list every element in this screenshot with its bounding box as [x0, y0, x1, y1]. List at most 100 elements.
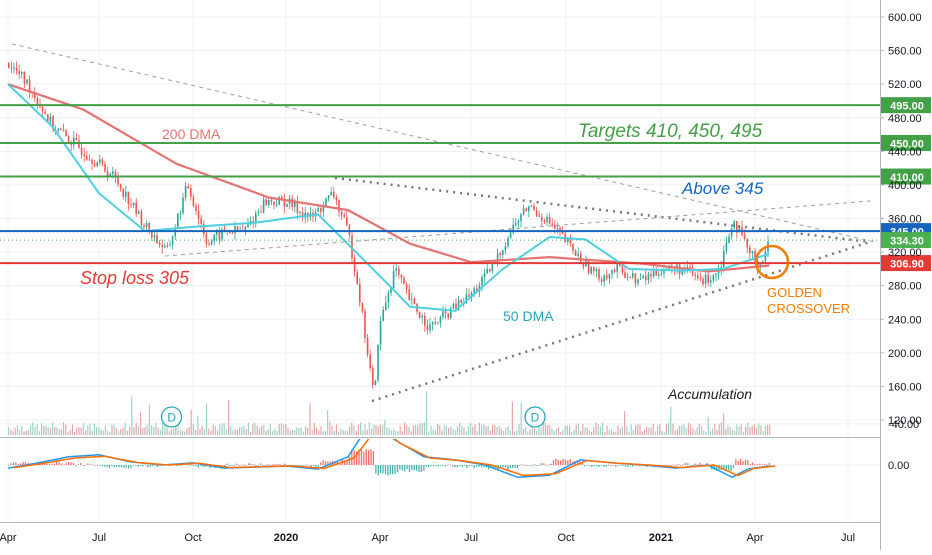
- indicator-histogram-bar: [425, 465, 427, 467]
- volume-bar: [342, 429, 344, 435]
- volume-bar: [122, 427, 124, 435]
- candle-body: [320, 208, 322, 212]
- indicator-histogram-bar: [118, 465, 120, 467]
- candle-body: [655, 270, 657, 276]
- volume-bar: [232, 430, 234, 435]
- x-tick-label: Jul: [92, 532, 106, 544]
- candle-body: [177, 213, 179, 228]
- volume-bar: [639, 424, 641, 435]
- price-candles: [8, 61, 769, 389]
- indicator-histogram-bar: [180, 464, 183, 466]
- price-level-label: 334.30: [890, 236, 924, 248]
- indicator-histogram-bar: [504, 465, 507, 468]
- volume-bar: [551, 428, 553, 435]
- candle-body: [395, 268, 397, 272]
- indicator-histogram-bar: [195, 465, 197, 467]
- volume-bar: [518, 424, 520, 435]
- candle-body: [372, 367, 374, 385]
- y-tick-label: 200.00: [888, 348, 922, 360]
- volume-bar: [353, 425, 355, 435]
- candle-body: [546, 216, 548, 223]
- volume-bar: [120, 428, 122, 435]
- volume-bar: [164, 423, 166, 435]
- volume-bar: [69, 429, 71, 435]
- volume-bar: [137, 425, 139, 435]
- candle-body: [608, 274, 611, 279]
- candle-body: [624, 272, 626, 278]
- candle-body: [647, 274, 650, 281]
- volume-bar: [300, 427, 302, 435]
- candle-body: [192, 196, 195, 206]
- volume-bar: [307, 427, 309, 435]
- volume-bar: [419, 422, 421, 435]
- candle-body: [145, 223, 148, 227]
- volume-bar: [140, 411, 142, 435]
- candle-body: [746, 239, 748, 248]
- volume-bars: [8, 391, 771, 435]
- volume-bar: [734, 430, 736, 435]
- volume-bar: [131, 396, 133, 435]
- volume-bar: [668, 422, 670, 435]
- indicator-histogram-bar: [406, 465, 408, 470]
- candle-body: [754, 250, 756, 262]
- volume-bar: [333, 431, 335, 435]
- candle-body: [533, 205, 535, 211]
- indicator-histogram-bar: [416, 465, 418, 471]
- candle-body: [509, 232, 512, 239]
- volume-bar: [96, 427, 98, 435]
- volume-bar: [749, 427, 751, 435]
- volume-bar: [377, 426, 379, 435]
- volume-bar: [274, 428, 276, 435]
- volume-bar: [16, 425, 18, 435]
- volume-bar: [456, 426, 458, 435]
- indicator-histogram-bar: [447, 464, 449, 466]
- indicator-histogram-bar: [80, 463, 82, 465]
- event-marker-circle: [160, 406, 183, 428]
- volume-bar: [54, 427, 56, 435]
- candle-body: [499, 253, 501, 255]
- indicator-histogram-bar: [555, 458, 557, 465]
- indicator-histogram-bar: [759, 463, 761, 465]
- candle-body: [639, 278, 642, 280]
- candle-body: [715, 273, 717, 276]
- price-level-label: 495.00: [890, 101, 924, 113]
- indicator-histogram-bar: [440, 465, 442, 466]
- ma-200-line: [7, 83, 770, 273]
- candle-body: [629, 277, 631, 279]
- candle-body: [606, 275, 608, 279]
- volume-bar: [250, 431, 252, 435]
- candle-body: [554, 225, 556, 229]
- candle-body: [621, 265, 624, 273]
- volume-bar: [476, 431, 478, 435]
- volume-bar: [672, 423, 674, 435]
- volume-bar: [542, 422, 544, 435]
- volume-bar: [346, 431, 348, 435]
- indicator-histogram-bar: [231, 465, 233, 466]
- indicator-histogram-bar: [452, 465, 454, 467]
- volume-bar: [184, 431, 186, 435]
- indicator-histogram-bar: [420, 465, 423, 473]
- indicator-histogram-bar: [687, 463, 689, 465]
- volume-bar: [124, 422, 126, 435]
- volume-bar: [465, 431, 467, 435]
- indicator-histogram-bar: [564, 459, 567, 465]
- volume-bar: [188, 427, 190, 435]
- candle-body: [119, 184, 122, 189]
- candle-body: [390, 288, 392, 293]
- indicator-histogram-bar: [404, 465, 406, 472]
- volume-bar: [676, 429, 678, 435]
- volume-bar: [687, 422, 689, 435]
- volume-bar: [45, 425, 47, 435]
- indicator-histogram-bar: [75, 465, 77, 466]
- volume-bar: [379, 424, 381, 435]
- candle-body: [270, 200, 273, 202]
- indicator-histogram-bar: [423, 465, 425, 471]
- volume-bar: [540, 427, 542, 435]
- indicator-histogram-bar: [588, 465, 591, 466]
- indicator-histogram-bar: [740, 458, 742, 465]
- volume-bar: [595, 422, 597, 435]
- volume-bar: [764, 425, 766, 435]
- volume-bar: [236, 429, 238, 435]
- indicator-histogram-bar: [87, 463, 89, 465]
